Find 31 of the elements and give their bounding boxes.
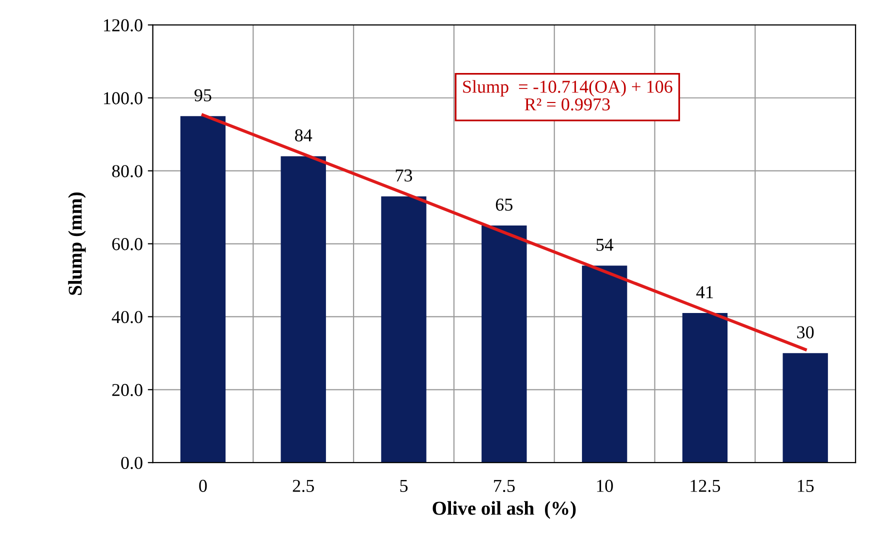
- y-tick-label: 120.0: [104, 19, 142, 32]
- y-tick-label: 0.0: [121, 456, 142, 470]
- bar: [180, 116, 226, 463]
- bar: [482, 226, 527, 463]
- x-tick-label: 5: [400, 480, 408, 492]
- y-tick-label: 60.0: [112, 238, 142, 250]
- bar: [381, 196, 426, 463]
- bar: [582, 266, 628, 463]
- x-tick-label: 0: [199, 480, 207, 492]
- y-axis-title: Slump (mm): [68, 192, 86, 295]
- data-label: 84: [295, 129, 312, 142]
- x-tick-label: 12.5: [690, 480, 720, 492]
- x-axis-title: Olive oil ash (%): [432, 501, 576, 519]
- data-label: 41: [696, 286, 713, 298]
- data-label: 95: [194, 89, 212, 102]
- x-tick-label: 15: [798, 480, 814, 492]
- data-label: 30: [797, 326, 814, 338]
- bar: [682, 313, 728, 463]
- annotation: Slump = -10.714(OA) + 106 R² = 0.9973: [463, 80, 672, 111]
- bar: [782, 353, 828, 463]
- y-tick-label: 100.0: [104, 92, 142, 104]
- x-tick-label: 2.5: [292, 480, 314, 492]
- data-label: 65: [496, 198, 512, 211]
- y-tick-label: 20.0: [112, 384, 142, 396]
- y-tick-label: 80.0: [112, 165, 142, 178]
- data-label: 54: [596, 238, 614, 251]
- x-tick-label: 7.5: [494, 480, 515, 492]
- data-label: 73: [396, 169, 412, 182]
- y-tick-label: 40.0: [112, 310, 142, 324]
- x-tick-label: 10: [597, 480, 613, 492]
- bar: [280, 156, 326, 463]
